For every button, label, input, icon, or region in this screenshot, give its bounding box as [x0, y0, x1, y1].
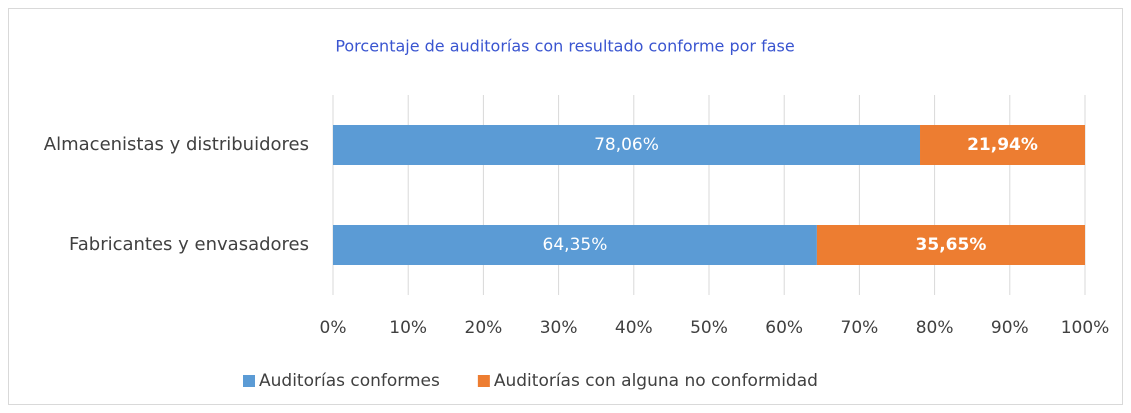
legend-label: Auditorías conformes [259, 371, 440, 391]
x-tick-label: 0% [320, 318, 347, 338]
x-tick-label: 100% [1061, 318, 1110, 338]
x-tick-label: 30% [540, 318, 578, 338]
legend-swatch [477, 375, 490, 387]
bar [333, 125, 921, 165]
x-tick-label: 70% [841, 318, 879, 338]
bar [920, 125, 1085, 165]
value-label: 35,65% [916, 235, 987, 255]
y-tick-label: Almacenistas y distribuidores [44, 134, 309, 155]
x-tick-label: 60% [765, 318, 803, 338]
x-tick-label: 80% [916, 318, 954, 338]
value-label: 21,94% [967, 135, 1038, 155]
chart-frame [8, 8, 1123, 405]
chart-title: Porcentaje de auditorías con resultado c… [335, 37, 794, 56]
y-tick-label: Fabricantes y envasadores [69, 234, 309, 255]
legend-swatch [243, 375, 255, 387]
bar [816, 225, 1085, 265]
value-label: 78,06% [594, 135, 659, 155]
x-tick-label: 50% [690, 318, 728, 338]
x-tick-label: 90% [991, 318, 1029, 338]
bar [333, 225, 817, 265]
x-tick-label: 20% [465, 318, 503, 338]
x-tick-label: 10% [389, 318, 427, 338]
value-label: 64,35% [543, 235, 608, 255]
legend-label: Auditorías con alguna no conformidad [494, 371, 818, 391]
x-tick-label: 40% [615, 318, 653, 338]
